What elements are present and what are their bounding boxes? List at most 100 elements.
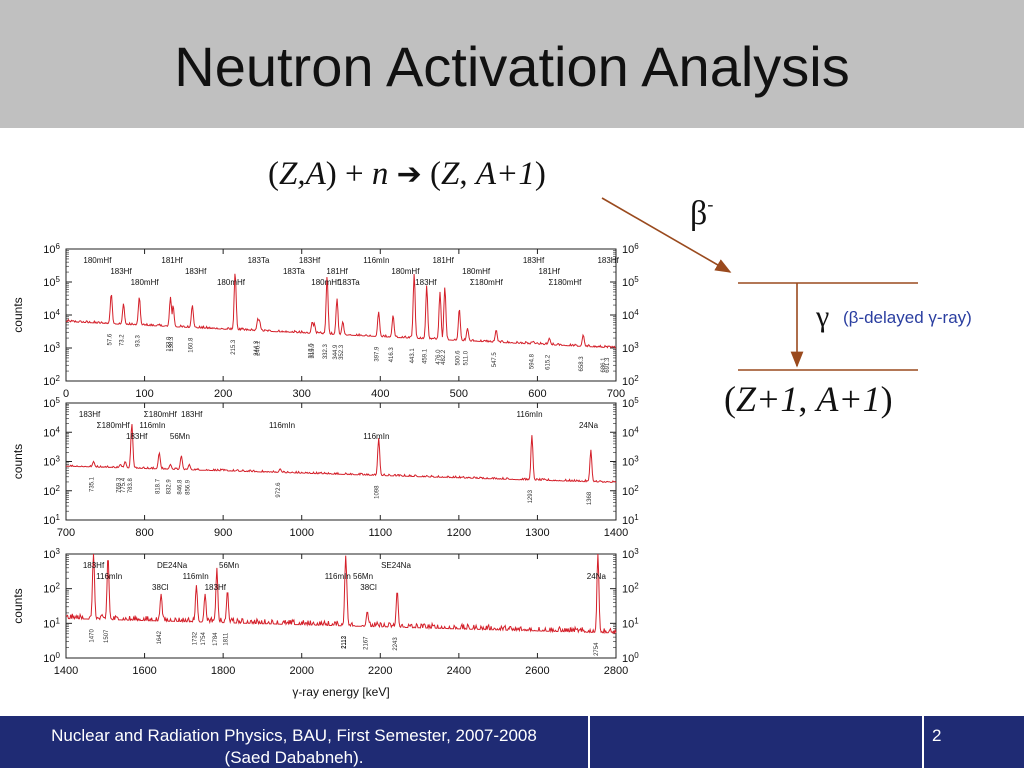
y-tick-label-left: 101 xyxy=(43,513,60,527)
x-tick-label: 2600 xyxy=(525,665,549,677)
peak-energy-label: 313.5 xyxy=(308,343,314,359)
peak-energy-label: 133.0 xyxy=(167,336,173,352)
peak-energy-label: 459.1 xyxy=(423,348,429,364)
y-tick-label-right: 103 xyxy=(622,455,639,469)
x-tick-label: 1600 xyxy=(132,665,156,677)
isotope-label: 56Mn xyxy=(170,432,190,441)
peak-energy-label: 686.1 xyxy=(601,357,607,373)
isotope-label: 183Hf xyxy=(299,256,321,265)
x-tick-label: 0 xyxy=(63,388,69,400)
x-tick-label: 1800 xyxy=(211,665,235,677)
peak-energy-label: 2167 xyxy=(363,636,369,650)
isotope-label: 116mIn xyxy=(363,432,389,441)
isotope-label: 116mIn xyxy=(96,572,122,581)
y-tick-label-right: 106 xyxy=(622,242,639,256)
peak-energy-label: 160.8 xyxy=(188,337,194,353)
y-tick-label-left: 103 xyxy=(43,547,60,561)
isotope-label: 183Hf xyxy=(597,256,619,265)
peak-energy-label: 783.8 xyxy=(128,477,134,493)
spectrum-line-1 xyxy=(65,273,616,349)
x-tick-label: 1200 xyxy=(447,527,471,539)
peak-energy-label: 547.5 xyxy=(492,352,498,368)
y-tick-label-left: 104 xyxy=(43,425,60,439)
spectrum-line-3 xyxy=(65,553,617,635)
y-tick-label-left: 103 xyxy=(43,455,60,469)
isotope-label: 24Na xyxy=(587,572,607,581)
isotope-label: 183Hf xyxy=(185,267,207,276)
isotope-label: 180mHf xyxy=(83,256,112,265)
isotope-label: Σ180mHf xyxy=(470,278,504,287)
footer-divider-left xyxy=(588,716,590,768)
peak-energy-label: 1293 xyxy=(528,489,534,503)
x-tick-label: 800 xyxy=(135,527,153,539)
peak-energy-label: 215.3 xyxy=(231,339,237,355)
peak-energy-label: 846.8 xyxy=(177,479,183,495)
footer-text: Nuclear and Radiation Physics, BAU, Firs… xyxy=(51,726,537,767)
peak-energy-label: 344.9 xyxy=(333,344,339,360)
isotope-label: SE24Na xyxy=(381,561,411,570)
y-axis-label: counts xyxy=(11,588,25,623)
y-tick-label-right: 105 xyxy=(622,275,639,289)
peak-energy-label: 1470 xyxy=(90,629,96,643)
x-tick-label: 1000 xyxy=(289,527,313,539)
y-tick-label-right: 101 xyxy=(622,513,639,527)
y-tick-label-left: 102 xyxy=(43,374,60,388)
y-tick-label-right: 103 xyxy=(622,341,639,355)
y-tick-label-left: 105 xyxy=(43,396,60,410)
peak-energy-label: 1368 xyxy=(587,491,593,505)
y-tick-label-left: 105 xyxy=(43,275,60,289)
x-tick-label: 500 xyxy=(450,388,468,400)
peak-energy-label: 511.0 xyxy=(464,350,470,365)
isotope-label: 180mHf xyxy=(311,278,340,287)
peak-energy-label: 57.6 xyxy=(107,333,113,345)
peak-energy-label: 832.9 xyxy=(166,479,172,495)
isotope-label: 183Hf xyxy=(181,410,203,419)
y-tick-label-left: 100 xyxy=(43,651,60,665)
peak-energy-label: 2243 xyxy=(393,637,399,651)
isotope-label: 183Ta xyxy=(283,267,305,276)
peak-energy-label: 1811 xyxy=(223,632,229,646)
y-tick-label-right: 102 xyxy=(622,484,639,498)
isotope-label: 181Hf xyxy=(432,256,454,265)
isotope-label: 116mIn xyxy=(517,410,543,419)
isotope-label: DE24Na xyxy=(157,561,188,570)
y-tick-label-left: 103 xyxy=(43,341,60,355)
x-tick-label: 100 xyxy=(135,388,153,400)
isotope-label: 116mIn 56Mn xyxy=(325,572,373,581)
isotope-label: 116mIn xyxy=(269,421,295,430)
peak-energy-label: 73.2 xyxy=(120,334,126,346)
peak-energy-label: 2113 xyxy=(342,635,348,649)
peak-energy-label: 93.3 xyxy=(135,334,141,346)
peak-energy-label: 397.9 xyxy=(375,346,381,362)
peak-energy-label: 1754 xyxy=(201,632,207,646)
peak-energy-label: 352.3 xyxy=(339,344,345,360)
peak-energy-label: 1098 xyxy=(375,485,381,499)
peak-energy-label: 2112 xyxy=(342,635,348,649)
peak-energy-label: 1507 xyxy=(104,629,110,643)
x-tick-label: 700 xyxy=(57,527,75,539)
isotope-label: 183Ta xyxy=(248,256,270,265)
peak-energy-label: 1732 xyxy=(192,631,198,645)
y-tick-label-right: 102 xyxy=(622,374,639,388)
gamma-label: γ xyxy=(816,300,830,333)
slide-title: Neutron Activation Analysis xyxy=(174,35,850,98)
isotope-label: 56Mn xyxy=(219,561,239,570)
isotope-label: 38Cl xyxy=(360,583,377,592)
x-tick-label: 900 xyxy=(214,527,232,539)
peak-energy-label: 1642 xyxy=(157,630,163,644)
x-tick-label: 200 xyxy=(214,388,232,400)
peak-energy-label: 2754 xyxy=(594,642,600,656)
y-tick-label-left: 106 xyxy=(43,242,60,256)
x-tick-label: 1100 xyxy=(368,527,392,539)
isotope-label: 183Hf xyxy=(205,583,227,592)
isotope-label: 180mHf xyxy=(131,278,160,287)
isotope-label: 181Hf xyxy=(326,267,348,276)
y-tick-label-left: 102 xyxy=(43,582,60,596)
peak-energy-label: 476.0 xyxy=(436,349,442,365)
isotope-label: 116mIn xyxy=(363,256,389,265)
y-tick-label-left: 104 xyxy=(43,308,60,322)
isotope-label: 116mIn xyxy=(139,421,165,430)
title-bar xyxy=(0,0,1024,128)
peak-energy-label: 972.6 xyxy=(276,482,282,498)
